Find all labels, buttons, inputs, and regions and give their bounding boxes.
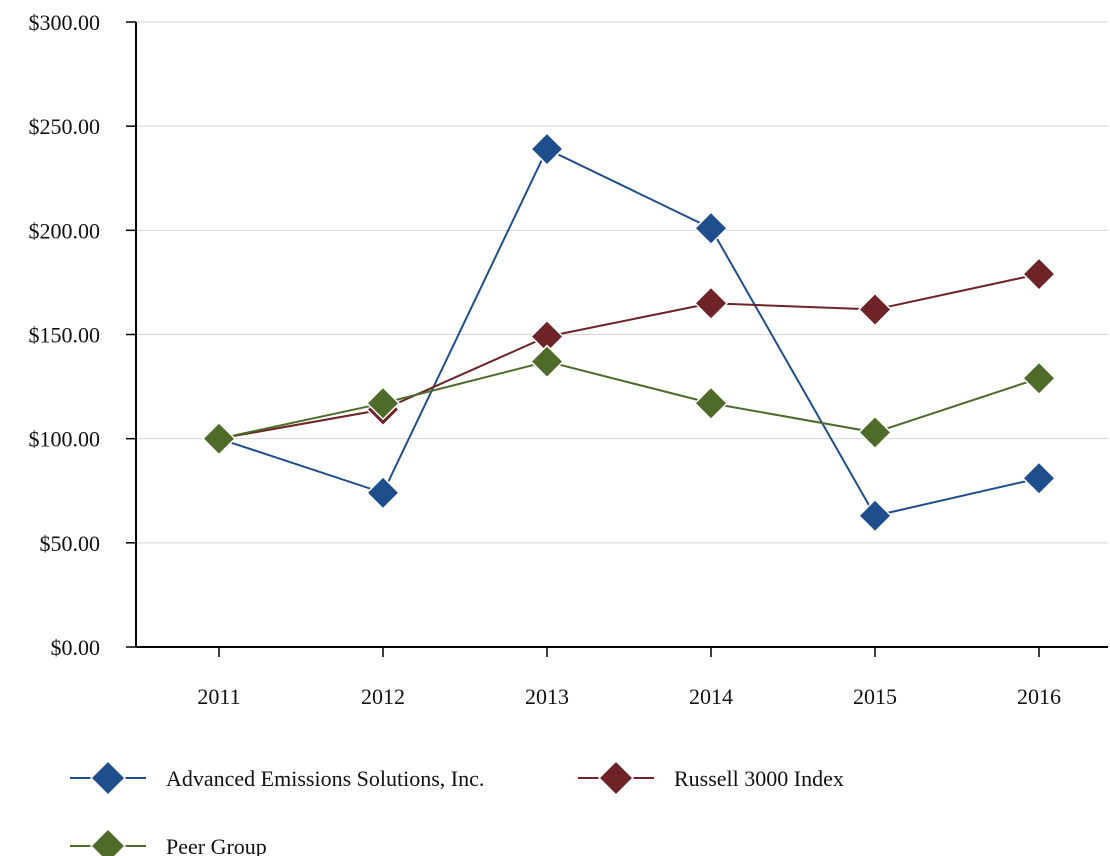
series-3 <box>201 344 1057 456</box>
data-point-marker <box>529 132 565 167</box>
data-point-marker <box>693 386 729 421</box>
data-point-marker <box>365 475 401 510</box>
legend-marker <box>89 759 127 797</box>
data-point-marker <box>693 286 729 321</box>
y-tick-label: $100.00 <box>29 427 101 452</box>
y-tick-label: $200.00 <box>29 218 101 243</box>
data-point-marker <box>365 386 401 421</box>
data-point-marker <box>857 498 893 533</box>
data-point-marker <box>529 344 565 379</box>
legend-item: Peer Group <box>70 827 267 856</box>
x-tick-label: 2013 <box>525 684 569 709</box>
data-point-marker <box>693 211 729 246</box>
series-layer <box>201 132 1057 533</box>
series-2 <box>201 257 1057 456</box>
series-line <box>218 147 1040 517</box>
y-tick-label: $300.00 <box>29 10 101 35</box>
y-tick-label: $50.00 <box>40 531 101 556</box>
y-tick-label: $150.00 <box>29 323 101 348</box>
legend: Advanced Emissions Solutions, Inc. Russel… <box>70 759 844 856</box>
series-line <box>218 273 1040 440</box>
legend-label: Advanced Emissions Solutions, Inc. <box>166 766 484 791</box>
data-point-marker <box>857 415 893 450</box>
y-tick-label: $250.00 <box>29 114 101 139</box>
legend-item: Advanced Emissions Solutions, Inc. <box>70 759 484 797</box>
y-axis-ticks: $0.00 $50.00 $100.00 $150.00 $200.00 $250.00 $… <box>29 10 136 660</box>
data-point-marker <box>1021 257 1057 292</box>
legend-marker <box>89 827 127 856</box>
x-tick-label: 2015 <box>853 684 897 709</box>
x-tick-label: 2011 <box>197 684 240 709</box>
legend-label: Russell 3000 Index <box>674 766 844 791</box>
data-point-marker <box>1021 461 1057 496</box>
gridlines <box>136 21 1108 544</box>
series-line <box>218 360 1040 440</box>
x-tick-label: 2016 <box>1017 684 1061 709</box>
legend-label: Peer Group <box>166 834 267 856</box>
data-point-marker <box>857 292 893 327</box>
data-point-marker <box>201 421 237 456</box>
x-tick-label: 2014 <box>689 684 733 709</box>
y-tick-label: $0.00 <box>51 635 101 660</box>
x-tick-label: 2012 <box>361 684 405 709</box>
legend-marker <box>597 759 635 797</box>
series-1 <box>201 132 1057 533</box>
data-point-marker <box>1021 361 1057 396</box>
legend-item: Russell 3000 Index <box>578 759 844 797</box>
x-axis-ticks: 2011 2012 2013 2014 2015 2016 <box>197 647 1061 709</box>
